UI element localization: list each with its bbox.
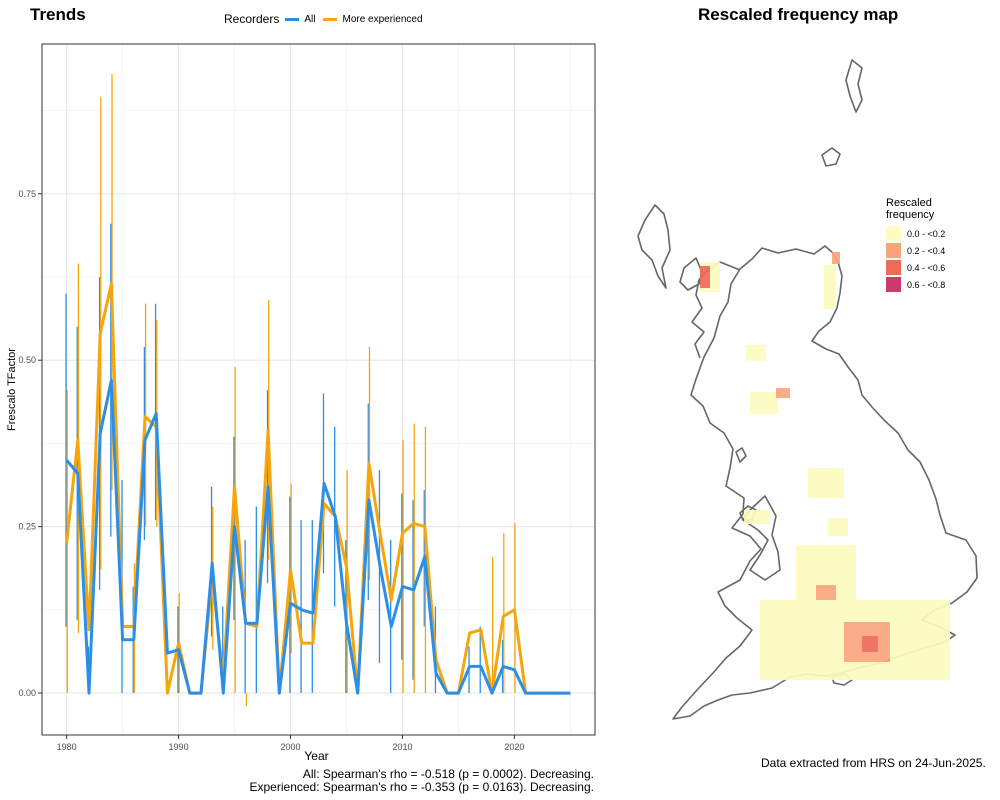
cell-aberdeen-mid (832, 252, 840, 264)
cell-north-england (808, 468, 844, 498)
cell-highland (746, 345, 766, 361)
legend-item-all: All (285, 14, 315, 25)
plot-panel-border (41, 43, 596, 736)
cell-southeast (900, 625, 940, 641)
trends-title: Trends (30, 5, 86, 24)
map-legend: Rescaled frequency 0.0 - <0.2 0.2 - <0.4… (886, 197, 945, 293)
x-tick-label: 1980 (57, 742, 77, 752)
legend-swatch-experienced (323, 17, 338, 21)
x-tick-label: 2010 (392, 742, 412, 752)
map-legend-item: 0.6 - <0.8 (886, 276, 945, 293)
y-tick-label: 0.25 (18, 522, 36, 532)
map-legend-item: 0.2 - <0.4 (886, 242, 945, 259)
cell-wales-west (744, 510, 770, 524)
map-legend-item: 0.4 - <0.6 (886, 259, 945, 276)
series-line-all (65, 378, 571, 695)
data-source-note: Data extracted from HRS on 24-Jun-2025. (761, 756, 986, 770)
x-axis-title: Year (304, 749, 328, 763)
orkney (821, 147, 841, 167)
chart-legend: Recorders All More experienced (224, 12, 431, 26)
map-legend-title-line1: Rescaled (886, 197, 932, 209)
legend-item-experienced: More experienced (323, 13, 423, 25)
map-legend-swatch (886, 260, 901, 275)
stats-experienced: Experienced: Spearman's rho = -0.353 (p … (249, 780, 595, 794)
x-tick-label: 2020 (504, 742, 524, 752)
series-line-experienced (65, 282, 571, 695)
cell-south-high (862, 636, 878, 652)
outer-hebrides (637, 204, 671, 289)
map-legend-label: 0.2 - <0.4 (907, 245, 946, 256)
rescaled-frequency-map (637, 59, 978, 720)
y-tick-label: 0.00 (18, 688, 36, 698)
x-tick-label: 2000 (280, 742, 300, 752)
map-title: Rescaled frequency map (698, 5, 899, 24)
cell-aberdeen (824, 265, 836, 309)
shetland (845, 59, 863, 113)
legend-label-all: All (304, 13, 316, 25)
y-tick-label: 0.75 (18, 189, 36, 199)
frequency-cells (700, 252, 950, 680)
map-legend-label: 0.6 - <0.8 (907, 279, 946, 290)
map-legend-swatch (886, 277, 901, 292)
cell-borders (750, 392, 778, 414)
map-legend-label: 0.4 - <0.6 (907, 262, 946, 273)
x-tick-label: 1990 (169, 742, 189, 752)
map-legend-item: 0.0 - <0.2 (886, 225, 945, 242)
isle-of-man (735, 447, 747, 463)
map-legend-swatch (886, 226, 901, 241)
y-axis-title: Frescalo TFactor (6, 348, 18, 431)
map-legend-label: 0.0 - <0.2 (907, 228, 946, 239)
wales-outline (742, 495, 781, 581)
cell-midlands-west (828, 518, 848, 536)
statistics-text: All: Spearman's rho = -0.518 (p = 0.0002… (250, 768, 595, 794)
trends-chart: 1980 1990 2000 2010 2020 0.00 0.25 0.50 0.75 Year… (6, 43, 596, 763)
map-legend-title-line2: frequency (886, 209, 935, 221)
stats-all: All: Spearman's rho = -0.518 (p = 0.0002… (302, 767, 594, 781)
mainland-outline (672, 245, 978, 720)
y-tick-label: 0.50 (18, 355, 36, 365)
cell-borders-mid (776, 388, 790, 398)
legend-swatch-all (285, 17, 300, 21)
map-legend-swatch (886, 243, 901, 258)
map-legend-title: Rescaled frequency (886, 197, 945, 221)
cell-lochaber-high (700, 266, 710, 288)
legend-title: Recorders (224, 12, 280, 26)
legend-label-experienced: More experienced (342, 13, 423, 25)
